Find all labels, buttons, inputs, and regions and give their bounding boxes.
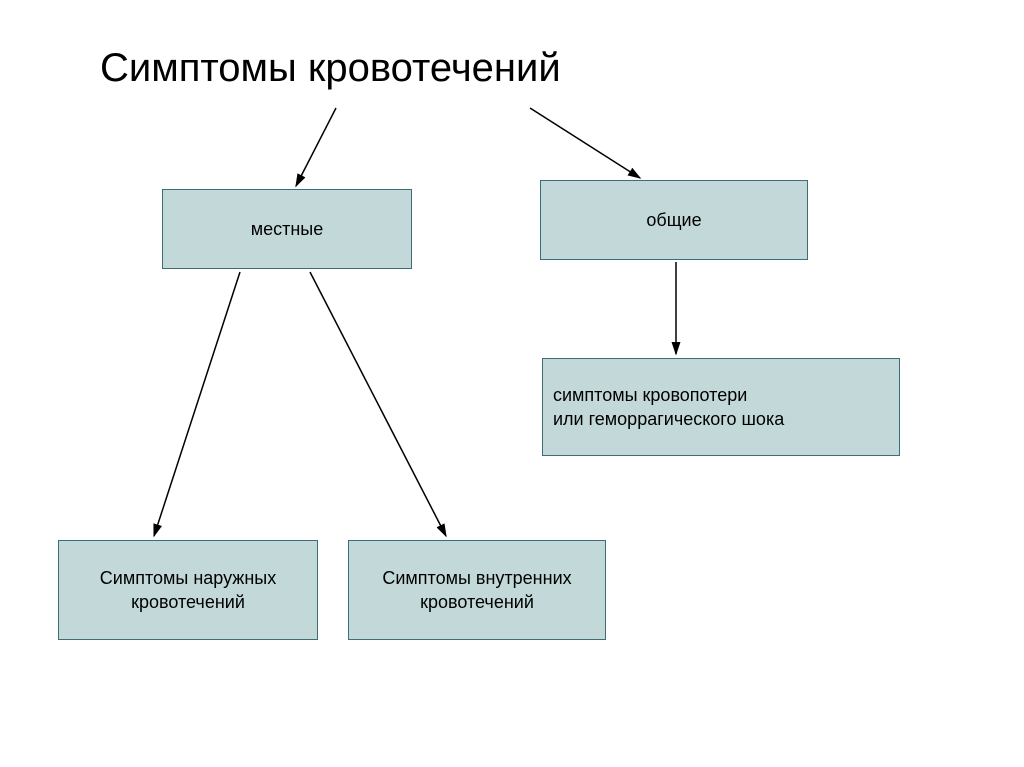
node-local: местные (162, 189, 412, 269)
node-general: общие (540, 180, 808, 260)
node-internal: Симптомы внутреннихкровотечений (348, 540, 606, 640)
node-external: Симптомы наружныхкровотечений (58, 540, 318, 640)
diagram-title: Симптомы кровотечений (100, 46, 561, 91)
node-shock: симптомы кровопотериили геморрагического… (542, 358, 900, 456)
diagram-canvas: Симптомы кровотечений местные общие симпто… (0, 0, 1024, 767)
